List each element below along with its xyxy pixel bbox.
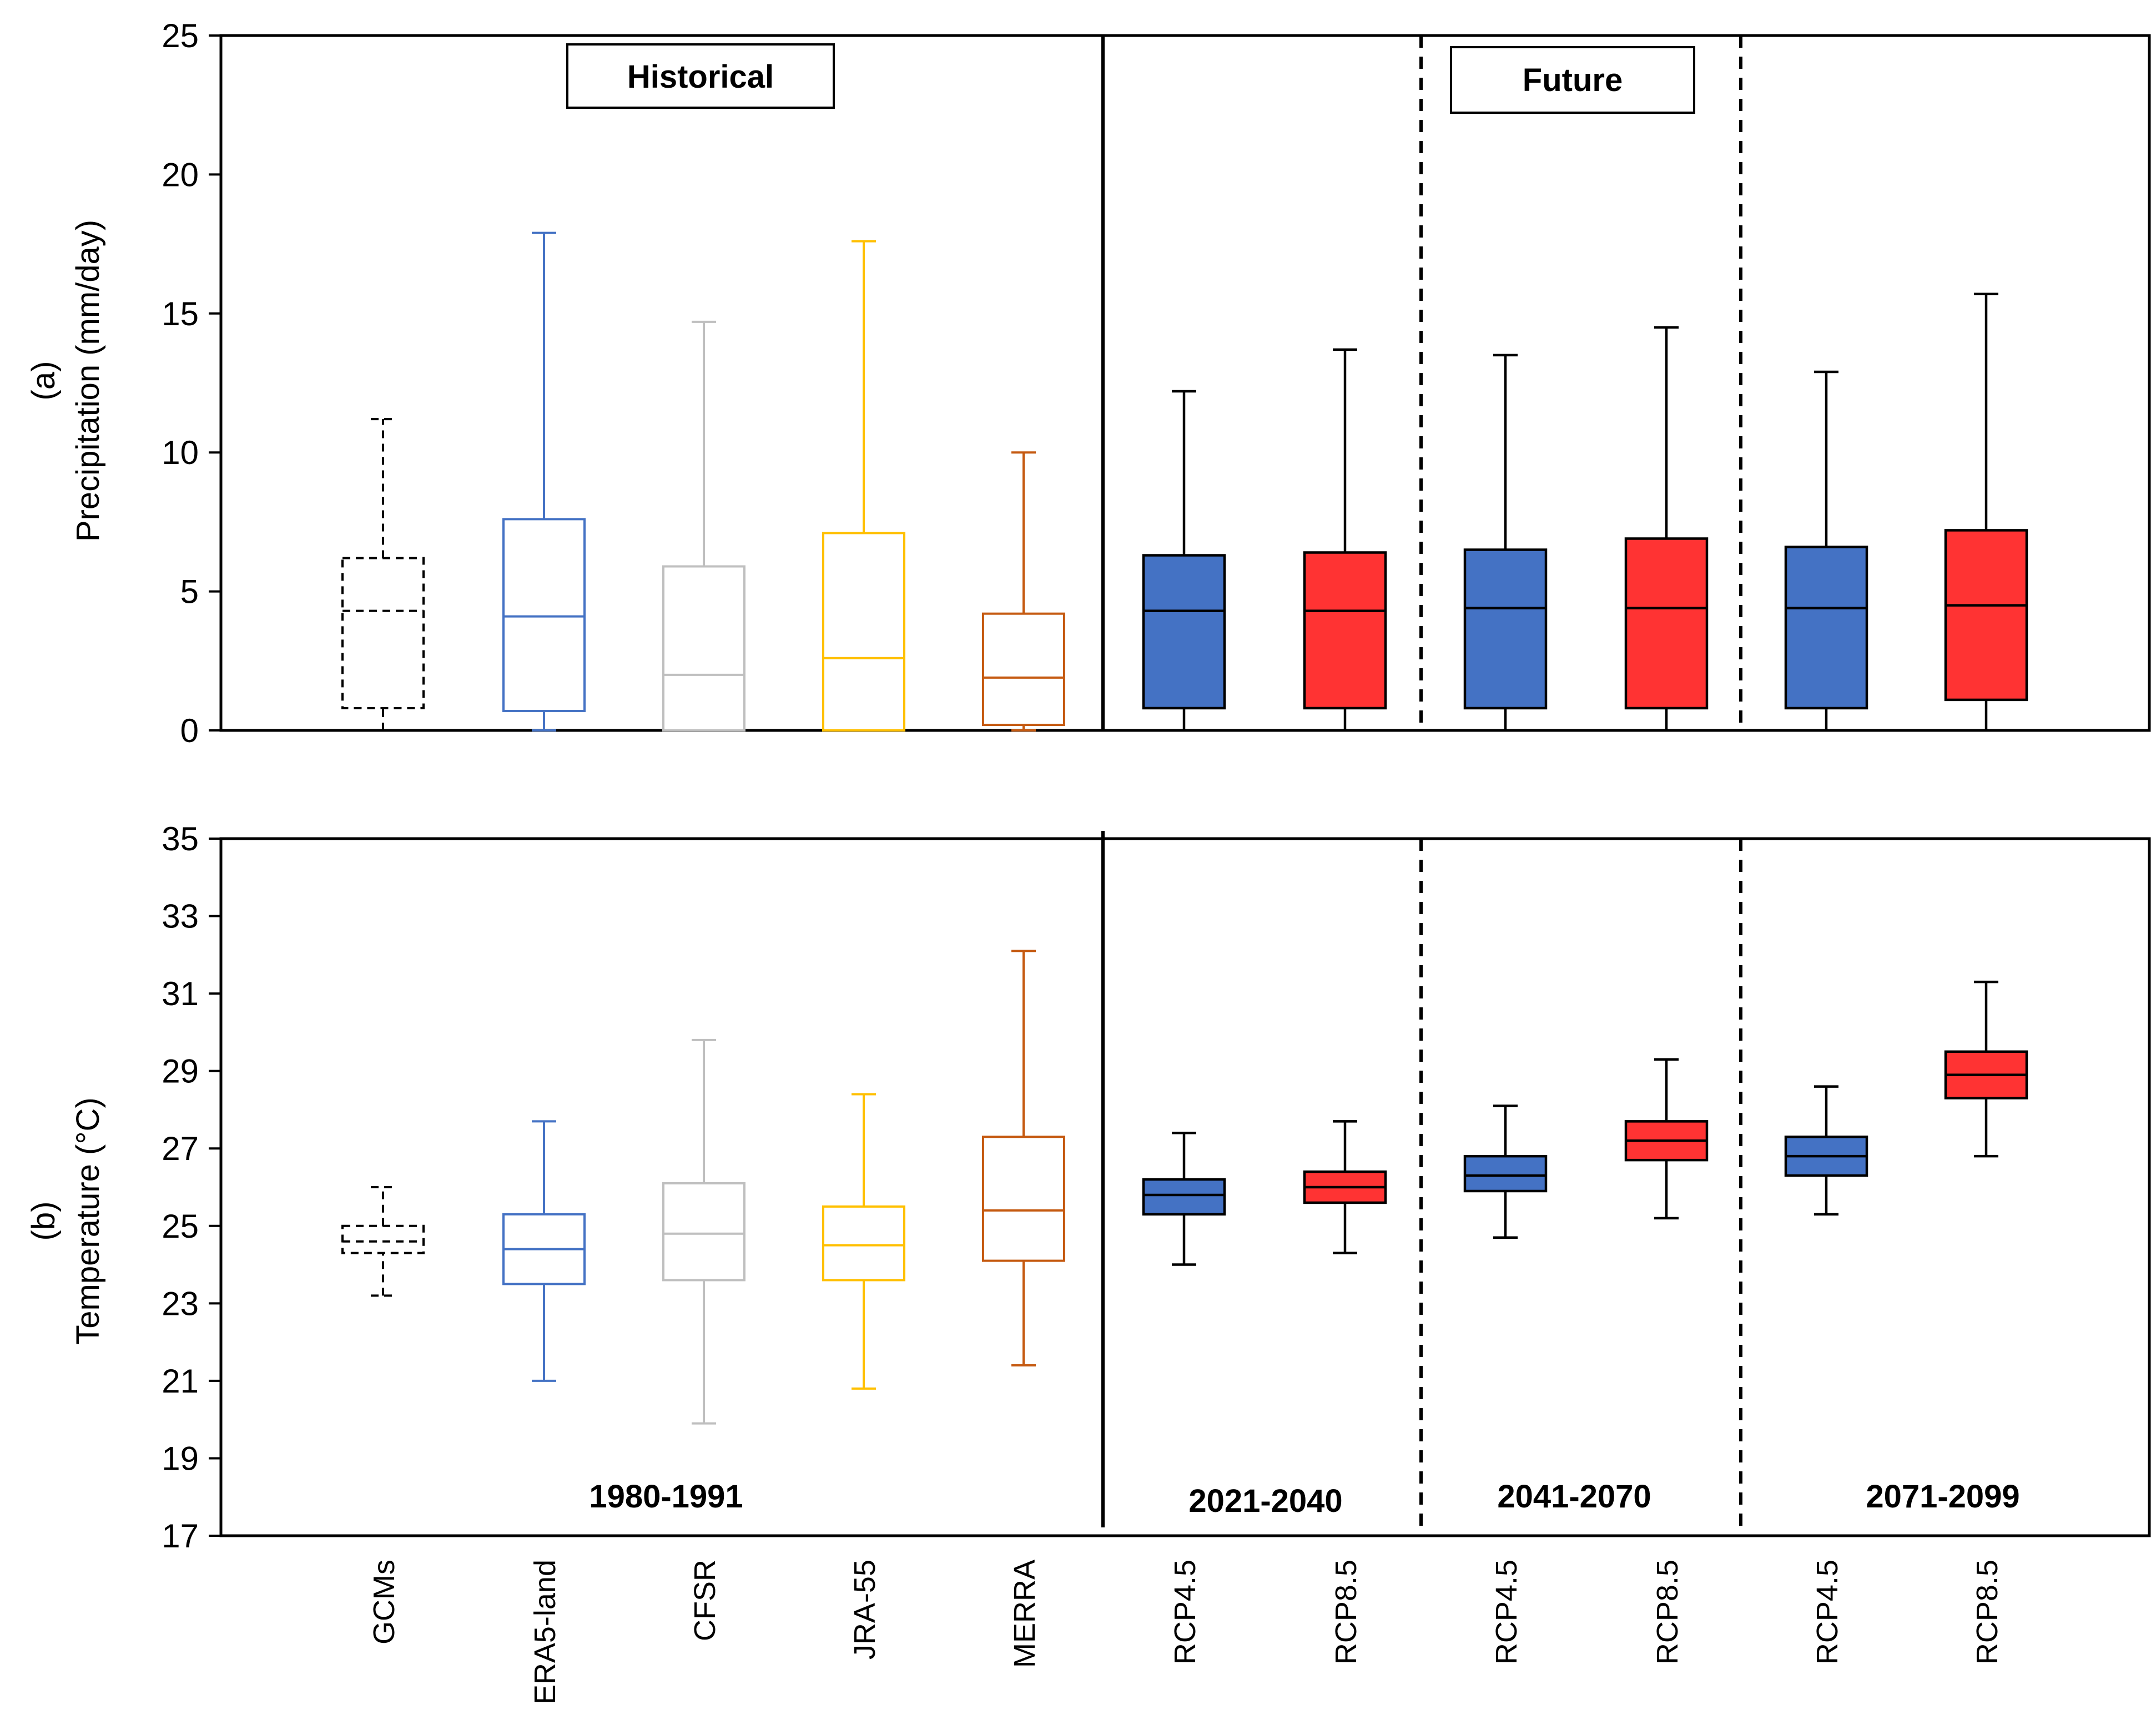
box-rcp4-5 <box>1784 1085 1868 1216</box>
box-merra <box>982 950 1065 1366</box>
y-tick-label: 33 <box>162 898 199 935</box>
y-tick-label: 17 <box>162 1517 199 1555</box>
box-gcms <box>341 1186 425 1297</box>
box-rcp8-5 <box>1944 980 2028 1158</box>
box-era5-land <box>502 1120 586 1382</box>
box-series <box>341 231 2028 732</box>
x-category-label: MERRA <box>1008 1560 1041 1668</box>
x-category-label: RCP4.5 <box>1811 1560 1844 1664</box>
y-axis-ticks: 0 5 10 15 20 25 <box>162 17 221 749</box>
box-rcp8-5 <box>1944 292 2028 732</box>
box-era5-land <box>502 231 586 732</box>
x-category-label: ERA5-land <box>528 1560 562 1704</box>
box-rcp8-5 <box>1624 1058 1709 1220</box>
box-iqr <box>662 1182 745 1282</box>
box-iqr <box>822 532 905 732</box>
box-series <box>341 950 2028 1425</box>
box-rcp8-5 <box>1624 326 1709 732</box>
x-category-label: RCP4.5 <box>1168 1560 1202 1664</box>
temperature-panel: 17 19 21 23 25 27 29 31 33 35 1980-1991 2021-2040… <box>26 820 2151 1555</box>
box-rcp4-5 <box>1463 1104 1548 1239</box>
y-tick-label: 23 <box>162 1285 199 1322</box>
y-tick-label: 25 <box>162 1208 199 1245</box>
box-iqr <box>822 1205 905 1282</box>
box-merra <box>982 451 1065 732</box>
period-label: 2021-2040 <box>1188 1483 1342 1519</box>
future-title: Future <box>1523 62 1623 98</box>
box-iqr <box>341 1224 425 1254</box>
box-iqr <box>1463 548 1548 710</box>
historical-title-box <box>566 43 835 109</box>
box-jra-55 <box>822 240 905 732</box>
y-tick-label: 25 <box>162 17 199 54</box>
box-iqr <box>1303 551 1387 710</box>
y-tick-label: 15 <box>162 295 199 332</box>
box-iqr <box>982 612 1065 726</box>
box-gcms <box>341 418 425 732</box>
y-axis-title: Precipitation (mm/day) <box>70 220 106 542</box>
box-iqr <box>502 518 586 712</box>
box-iqr <box>982 1136 1065 1262</box>
y-axis-title: Temperature (°C) <box>70 1097 106 1344</box>
box-iqr <box>662 565 745 732</box>
box-rcp4-5 <box>1142 390 1226 732</box>
box-cfsr <box>662 1038 745 1425</box>
box-iqr <box>1142 1178 1226 1216</box>
y-tick-label: 21 <box>162 1363 199 1400</box>
period-label: 2041-2070 <box>1497 1479 1651 1515</box>
x-axis-category-labels: GCMs ERA5-land CFSR JRA-55 MERRA RCP4.5 RCP8.5… <box>367 1560 2004 1704</box>
x-category-label: RCP8.5 <box>1971 1560 2004 1664</box>
y-tick-label: 10 <box>162 434 199 471</box>
y-tick-label: 20 <box>162 156 199 193</box>
historical-title: Historical <box>627 59 774 95</box>
y-tick-label: 27 <box>162 1130 199 1167</box>
x-category-label: RCP8.5 <box>1329 1560 1363 1664</box>
panel-label: (b) <box>26 1202 62 1241</box>
x-category-label: GCMs <box>367 1560 401 1645</box>
box-jra-55 <box>822 1093 905 1390</box>
box-iqr <box>1463 1154 1548 1193</box>
precipitation-panel: 0 5 10 15 20 25 Historical Future Precipitati… <box>26 17 2151 749</box>
box-rcp8-5 <box>1303 1120 1387 1254</box>
y-tick-label: 0 <box>180 712 199 749</box>
box-rcp8-5 <box>1303 348 1387 732</box>
box-rcp4-5 <box>1142 1132 1226 1266</box>
x-category-label: RCP8.5 <box>1651 1560 1684 1664</box>
box-iqr <box>341 557 425 709</box>
y-axis-ticks: 17 19 21 23 25 27 29 31 33 35 <box>162 820 221 1555</box>
box-rcp4-5 <box>1463 354 1548 732</box>
box-iqr <box>1624 537 1709 710</box>
panel-label: (a) <box>26 361 62 401</box>
y-tick-label: 31 <box>162 975 199 1012</box>
box-cfsr <box>662 320 745 732</box>
y-tick-label: 19 <box>162 1440 199 1477</box>
x-category-label: CFSR <box>688 1560 722 1641</box>
box-iqr <box>1944 529 2028 702</box>
plot-area-frame <box>219 837 2151 1537</box>
y-tick-label: 35 <box>162 820 199 858</box>
period-label: 1980-1991 <box>589 1479 743 1515</box>
period-label: 2071-2099 <box>1866 1479 2019 1515</box>
box-iqr <box>1142 554 1226 710</box>
box-rcp4-5 <box>1784 370 1868 732</box>
y-tick-label: 5 <box>180 573 199 611</box>
y-tick-label: 29 <box>162 1053 199 1090</box>
future-title-box <box>1450 46 1695 114</box>
x-category-label: RCP4.5 <box>1490 1560 1523 1664</box>
box-iqr <box>1784 546 1868 710</box>
x-category-label: JRA-55 <box>848 1560 881 1660</box>
